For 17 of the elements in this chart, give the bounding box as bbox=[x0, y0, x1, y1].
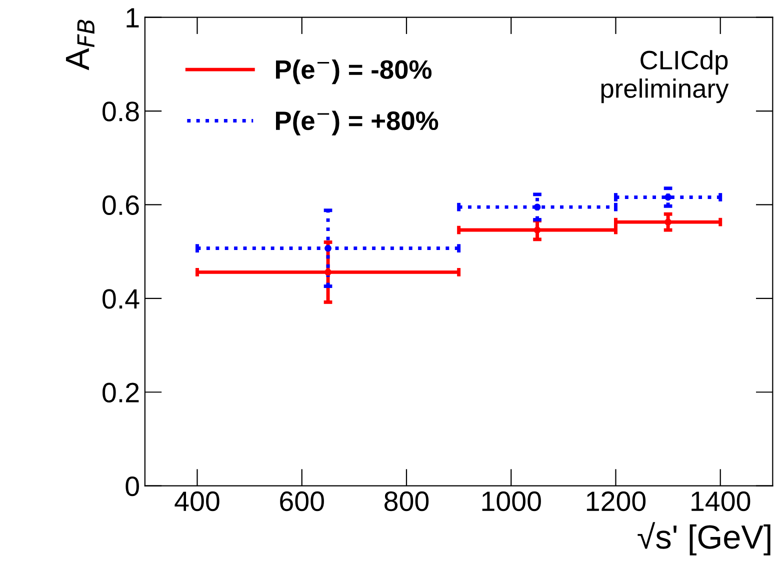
y-tick-label: 1 bbox=[126, 8, 139, 28]
y-tick-label: 0.6 bbox=[102, 195, 139, 216]
x-tick-label: 1000 bbox=[482, 491, 541, 512]
y-tick-label: 0.4 bbox=[102, 289, 140, 309]
y-tick-label: 0 bbox=[126, 476, 139, 496]
x-tick-label: 800 bbox=[384, 491, 429, 512]
y-axis-title: A$_{FB}$ bbox=[66, 20, 94, 70]
legend-label: P(e$^{−}$) = -80% bbox=[276, 60, 432, 84]
annotation: CLICdp preliminary bbox=[601, 50, 729, 104]
x-axis-title: √s' [GeV] bbox=[638, 522, 770, 556]
legend-label: P(e$^{−}$) = +80% bbox=[276, 110, 438, 136]
x-tick-label: 1200 bbox=[586, 491, 646, 512]
x-tick-label: 1400 bbox=[692, 491, 750, 512]
x-tick-label: 600 bbox=[280, 491, 324, 512]
y-tick-label: 0.8 bbox=[102, 102, 139, 122]
y-tick-label: 0.2 bbox=[102, 382, 139, 402]
x-tick-label: 400 bbox=[174, 491, 220, 512]
